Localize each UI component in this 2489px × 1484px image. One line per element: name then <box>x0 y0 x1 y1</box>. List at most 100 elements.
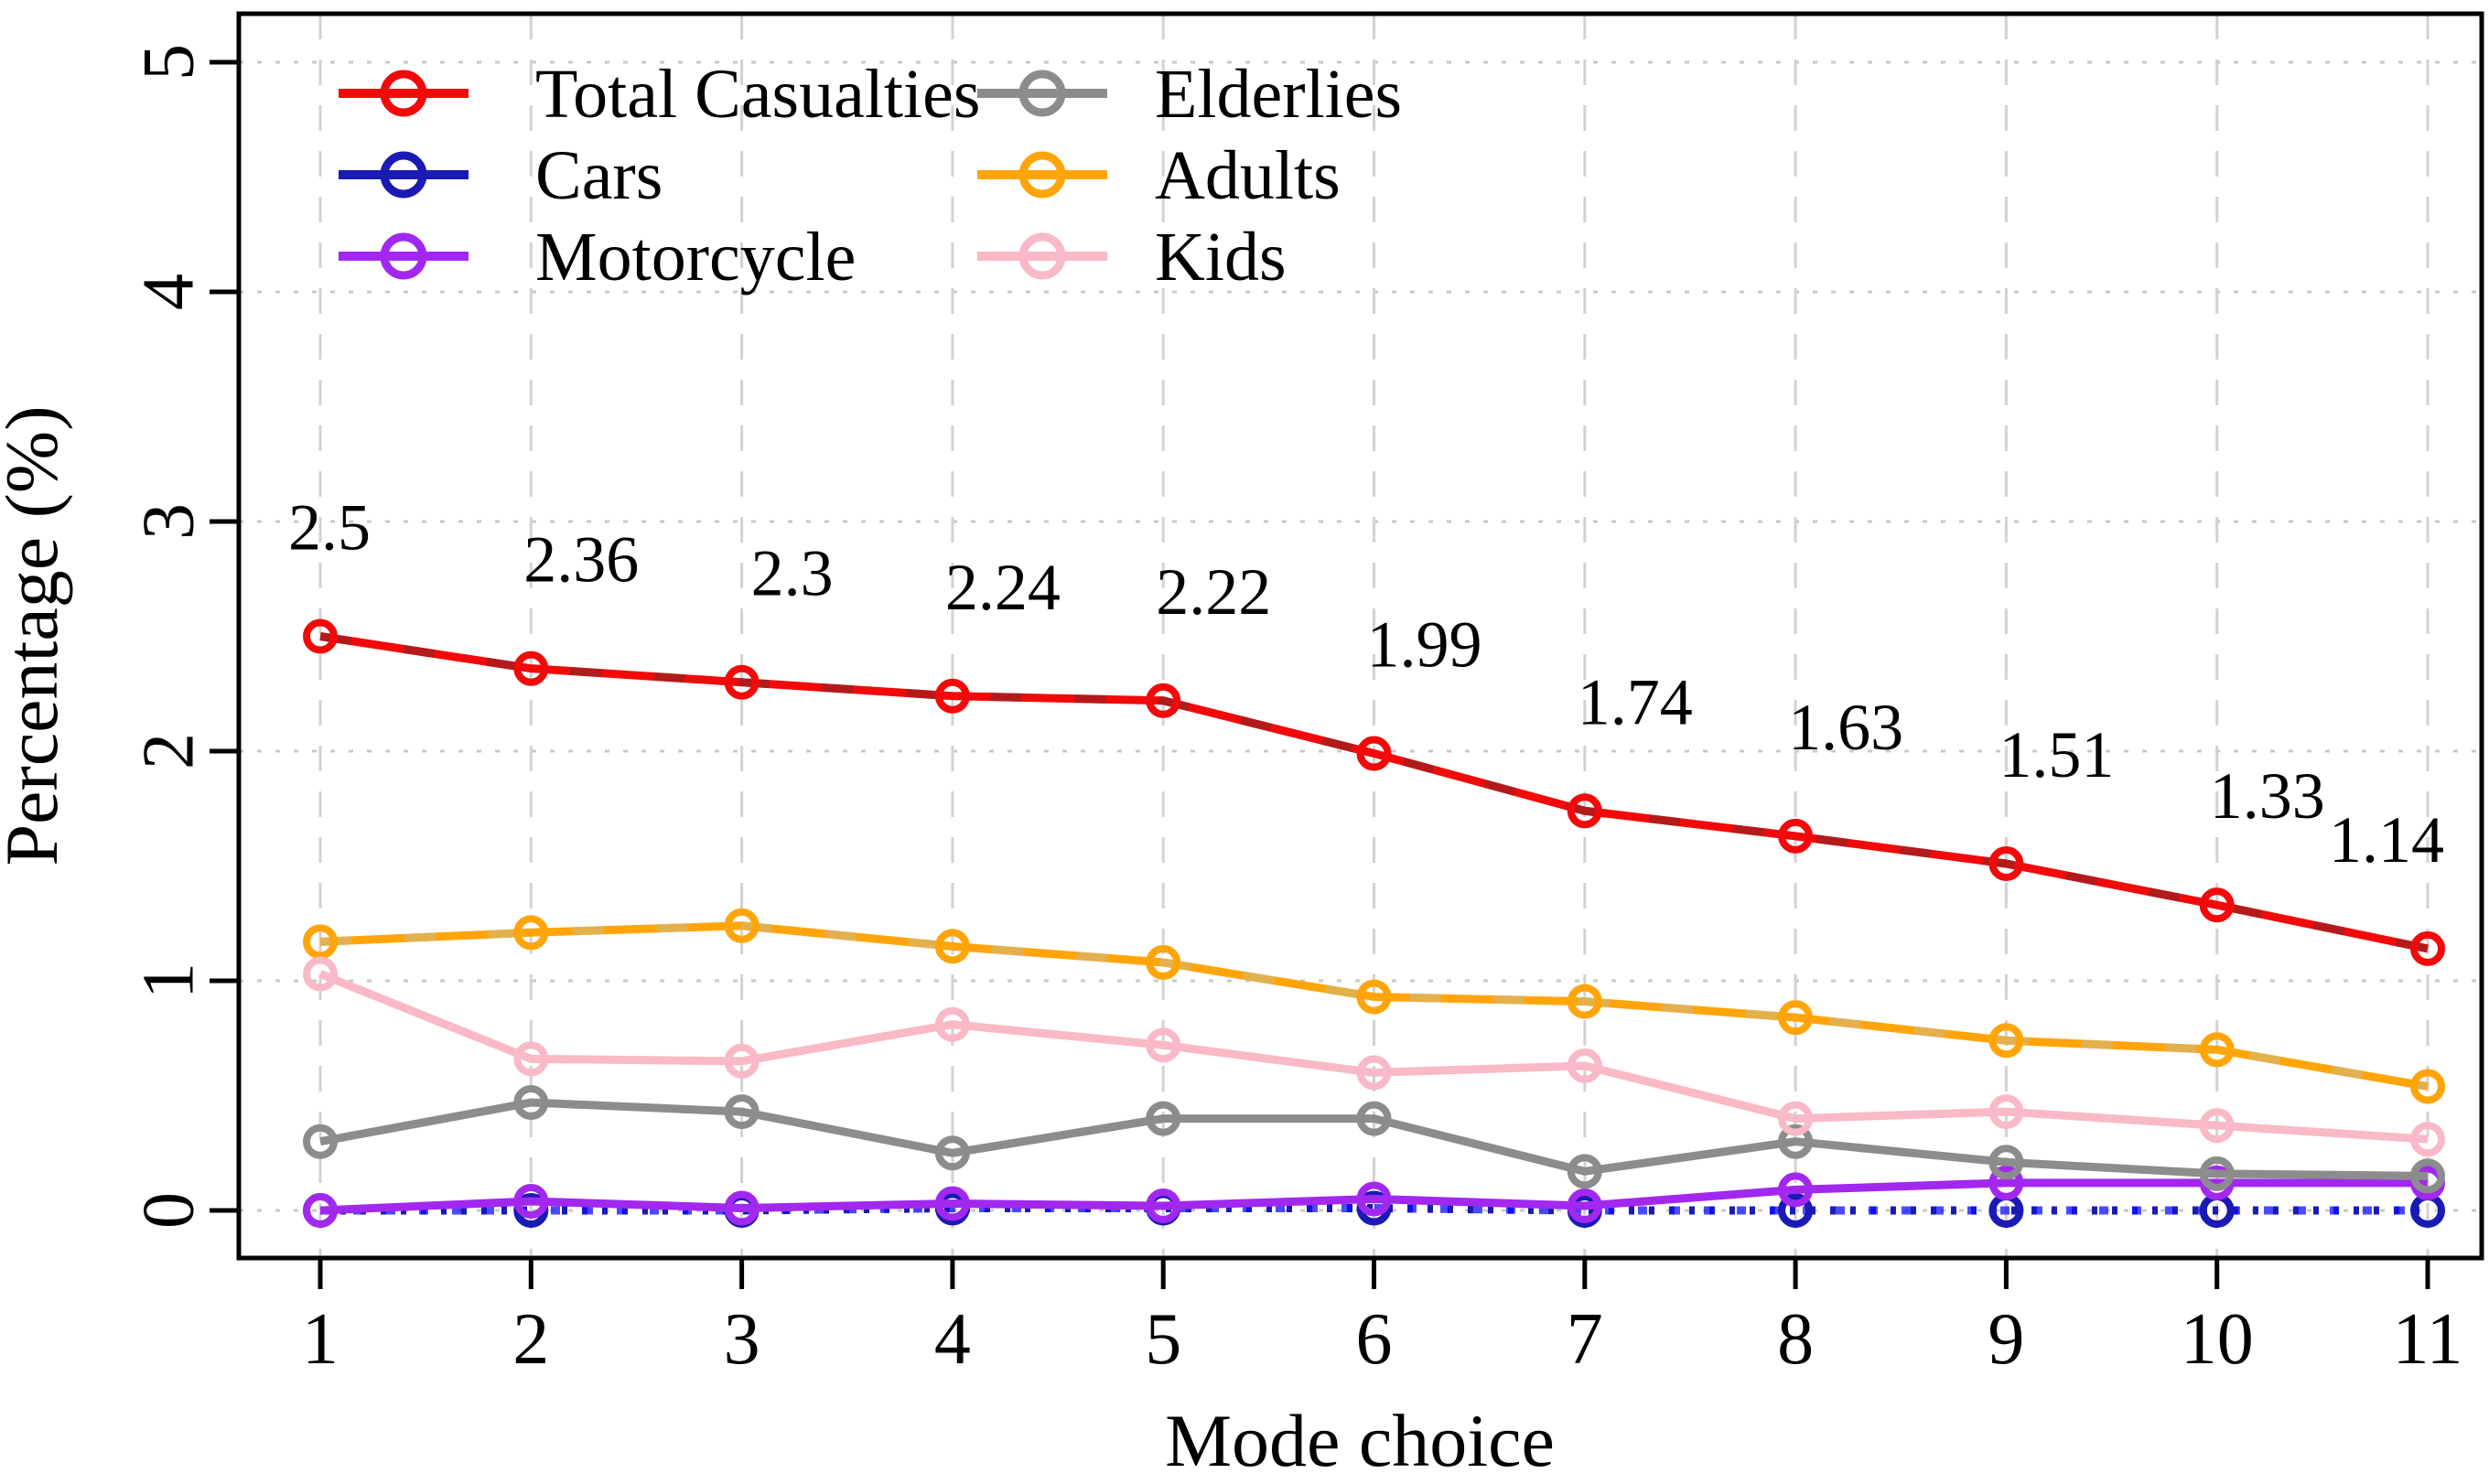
series-line-overlay-total-casualties <box>319 632 2429 953</box>
point-label: 1.74 <box>1578 665 1693 738</box>
legend-label: Cars <box>535 137 663 214</box>
point-label: 1.63 <box>1788 691 1903 764</box>
series-line-cars <box>320 1203 2428 1215</box>
marker-elderlies <box>1778 1124 1814 1159</box>
marker-adults <box>1567 984 1602 1019</box>
marker-kids <box>2199 1108 2235 1144</box>
x-axis-title: Mode choice <box>1165 1399 1555 1482</box>
marker-total-casualties <box>1988 845 2024 881</box>
marker-total-casualties <box>2410 930 2445 966</box>
marker-total-casualties <box>724 664 760 700</box>
x-tick-label: 3 <box>724 1299 760 1380</box>
marker-adults <box>724 908 760 943</box>
marker-adults <box>1778 1000 1814 1036</box>
legend-marker-circle <box>1018 232 1066 280</box>
marker-motorcycle <box>1988 1165 2024 1200</box>
marker-kids <box>934 1006 970 1042</box>
marker-elderlies <box>2410 1158 2445 1194</box>
marker-motorcycle <box>1146 1188 1181 1223</box>
marker-kids <box>724 1043 760 1079</box>
point-label: 1.14 <box>2329 803 2444 876</box>
legend-marker-circle <box>380 232 427 280</box>
x-tick-label: 7 <box>1567 1299 1603 1380</box>
x-tick-label: 4 <box>934 1299 971 1380</box>
x-tick-label: 6 <box>1356 1299 1393 1380</box>
legend-label: Elderlies <box>1155 56 1402 133</box>
marker-elderlies <box>934 1135 970 1171</box>
marker-motorcycle <box>934 1186 970 1221</box>
point-label: 2.22 <box>1156 555 1271 629</box>
marker-adults <box>1356 979 1392 1015</box>
x-tick-label: 2 <box>512 1299 549 1380</box>
marker-adults <box>1988 1023 2024 1059</box>
legend-item-motorcycle: Motorcycle <box>339 219 856 296</box>
x-tick-label: 11 <box>2392 1299 2462 1380</box>
marker-motorcycle <box>513 1183 549 1219</box>
marker-adults <box>934 929 970 964</box>
marker-adults <box>303 924 338 960</box>
marker-total-casualties <box>934 678 970 714</box>
legend-label: Adults <box>1155 137 1341 214</box>
marker-motorcycle <box>303 1193 338 1228</box>
point-label: 1.99 <box>1367 608 1482 682</box>
y-tick-label: 4 <box>128 274 209 310</box>
legend-item-total-casualties: Total Casualties <box>339 56 980 133</box>
legend-marker-circle <box>1018 151 1066 199</box>
marker-total-casualties <box>1146 683 1181 718</box>
marker-motorcycle <box>1356 1181 1392 1217</box>
legend-label: Motorcycle <box>535 219 856 296</box>
marker-kids <box>1146 1027 1181 1063</box>
x-tick-label: 9 <box>1988 1299 2024 1380</box>
axes: 0 1 2 3 4 5 1 2 3 4 5 6 7 8 9 10 11 <box>128 11 2484 1380</box>
legend-item-elderlies: Elderlies <box>977 56 1402 133</box>
plot-border <box>236 11 2484 1261</box>
marker-kids <box>1567 1048 1602 1083</box>
point-label: 2.24 <box>945 551 1061 624</box>
marker-adults <box>2410 1069 2445 1104</box>
marker-elderlies <box>303 1124 338 1159</box>
legend-item-kids: Kids <box>977 219 1287 296</box>
marker-elderlies <box>1988 1145 2024 1180</box>
marker-adults <box>513 915 549 951</box>
marker-adults <box>1146 944 1181 980</box>
x-tick-label: 5 <box>1145 1299 1181 1380</box>
legend-marker-circle <box>380 151 427 199</box>
point-label: 2.3 <box>751 537 834 610</box>
y-tick-label: 0 <box>128 1192 209 1229</box>
series-line-elderlies <box>319 1098 2429 1180</box>
marker-elderlies <box>1356 1101 1392 1136</box>
marker-kids <box>303 956 338 992</box>
marker-total-casualties <box>513 651 549 686</box>
point-label: 2.5 <box>288 491 371 565</box>
y-tick-label: 1 <box>128 962 209 999</box>
y-tick-label: 3 <box>128 503 209 540</box>
x-tick-label: 10 <box>2181 1299 2254 1380</box>
series-line-overlay-adults <box>319 921 2429 1091</box>
marker-total-casualties <box>303 618 338 654</box>
legend-item-adults: Adults <box>977 137 1341 214</box>
marker-kids <box>1356 1055 1392 1091</box>
series-line-motorcycle <box>319 1178 2428 1215</box>
y-tick-label: 5 <box>128 44 209 81</box>
series-lines <box>303 618 2445 1228</box>
point-label: 1.33 <box>2210 759 2325 833</box>
marker-kids <box>513 1041 549 1077</box>
x-tick-label: 1 <box>302 1299 339 1380</box>
marker-total-casualties <box>1567 793 1602 829</box>
marker-kids <box>1988 1094 2024 1130</box>
x-tick-label: 8 <box>1777 1299 1814 1380</box>
marker-total-casualties <box>2199 887 2235 923</box>
legend-item-cars: Cars <box>339 137 663 214</box>
marker-cars <box>1778 1193 1814 1228</box>
marker-elderlies <box>1146 1101 1181 1136</box>
marker-kids <box>2410 1122 2445 1157</box>
gridlines <box>239 14 2482 1258</box>
point-label: 2.36 <box>523 523 639 597</box>
marker-elderlies <box>1567 1154 1602 1189</box>
marker-total-casualties <box>1356 736 1392 771</box>
marker-motorcycle <box>724 1190 760 1226</box>
marker-motorcycle <box>1567 1188 1602 1223</box>
